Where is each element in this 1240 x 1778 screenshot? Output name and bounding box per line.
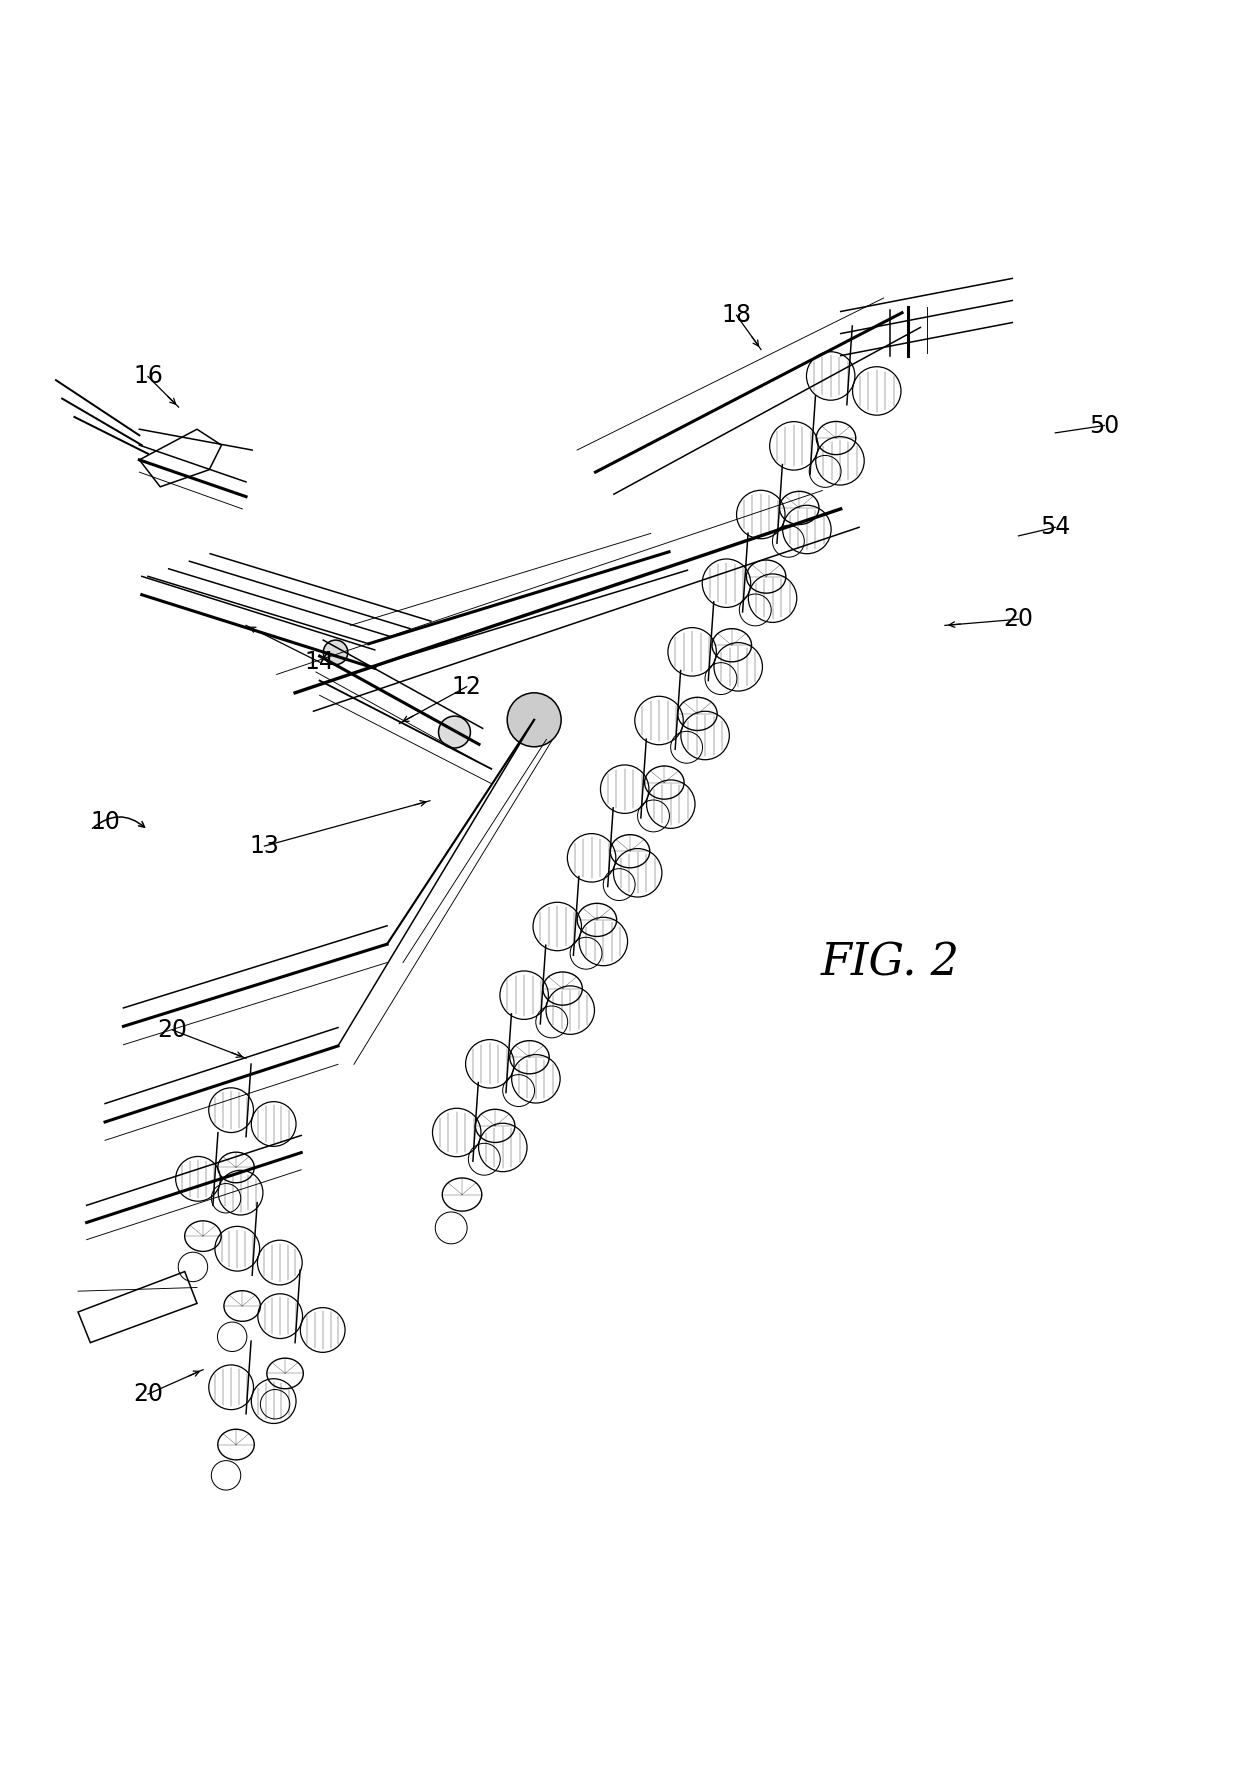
Text: 50: 50 bbox=[1089, 414, 1120, 437]
Text: 20: 20 bbox=[133, 1382, 162, 1406]
Text: 16: 16 bbox=[133, 364, 162, 388]
Text: 18: 18 bbox=[722, 304, 751, 327]
Text: 10: 10 bbox=[91, 809, 120, 834]
Circle shape bbox=[507, 693, 562, 747]
Text: 12: 12 bbox=[451, 674, 481, 699]
Text: 20: 20 bbox=[1003, 608, 1033, 631]
Text: 20: 20 bbox=[157, 1019, 187, 1042]
Text: 13: 13 bbox=[249, 834, 279, 859]
Circle shape bbox=[324, 640, 347, 665]
Circle shape bbox=[439, 717, 470, 749]
Text: FIG. 2: FIG. 2 bbox=[820, 941, 960, 985]
Text: 14: 14 bbox=[305, 651, 335, 674]
Text: 54: 54 bbox=[1040, 516, 1070, 539]
